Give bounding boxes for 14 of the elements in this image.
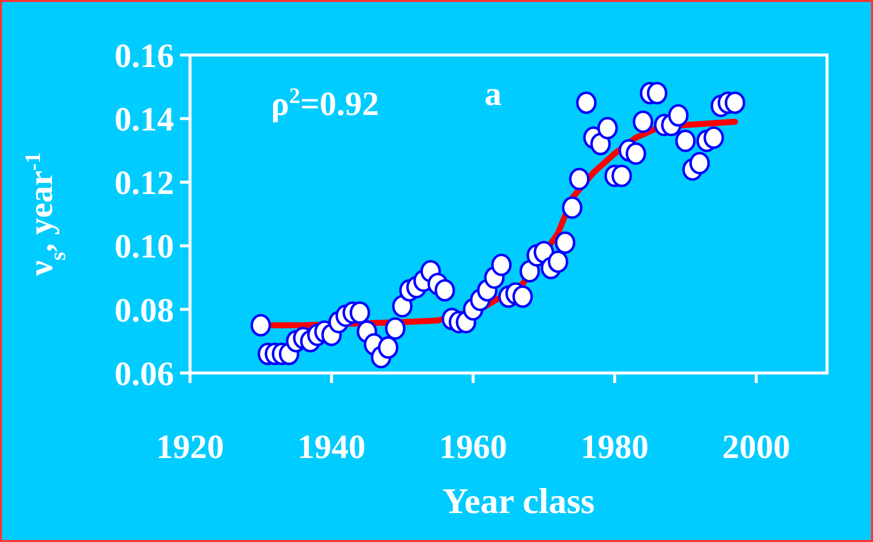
- y-tick-label: 0.12: [114, 165, 174, 202]
- y-tick-label: 0.10: [114, 228, 174, 266]
- x-tick-label: 1940: [298, 429, 366, 466]
- y-tick-label: 0.08: [114, 292, 174, 330]
- x-tick-label: 1980: [580, 429, 649, 466]
- annotation: a: [484, 76, 502, 113]
- x-tick-label: 2000: [722, 429, 790, 466]
- annotation: ρ$^{2}$=0.92: [270, 82, 380, 123]
- x-axis-title: Year class: [442, 481, 595, 521]
- y-tick-label: 0.16: [114, 38, 174, 75]
- y-tick-label: 0.06: [114, 356, 174, 393]
- y-tick-label: 0.14: [114, 102, 174, 138]
- x-tick-label: 1920: [156, 429, 224, 466]
- x-tick-label: 1960: [439, 429, 508, 466]
